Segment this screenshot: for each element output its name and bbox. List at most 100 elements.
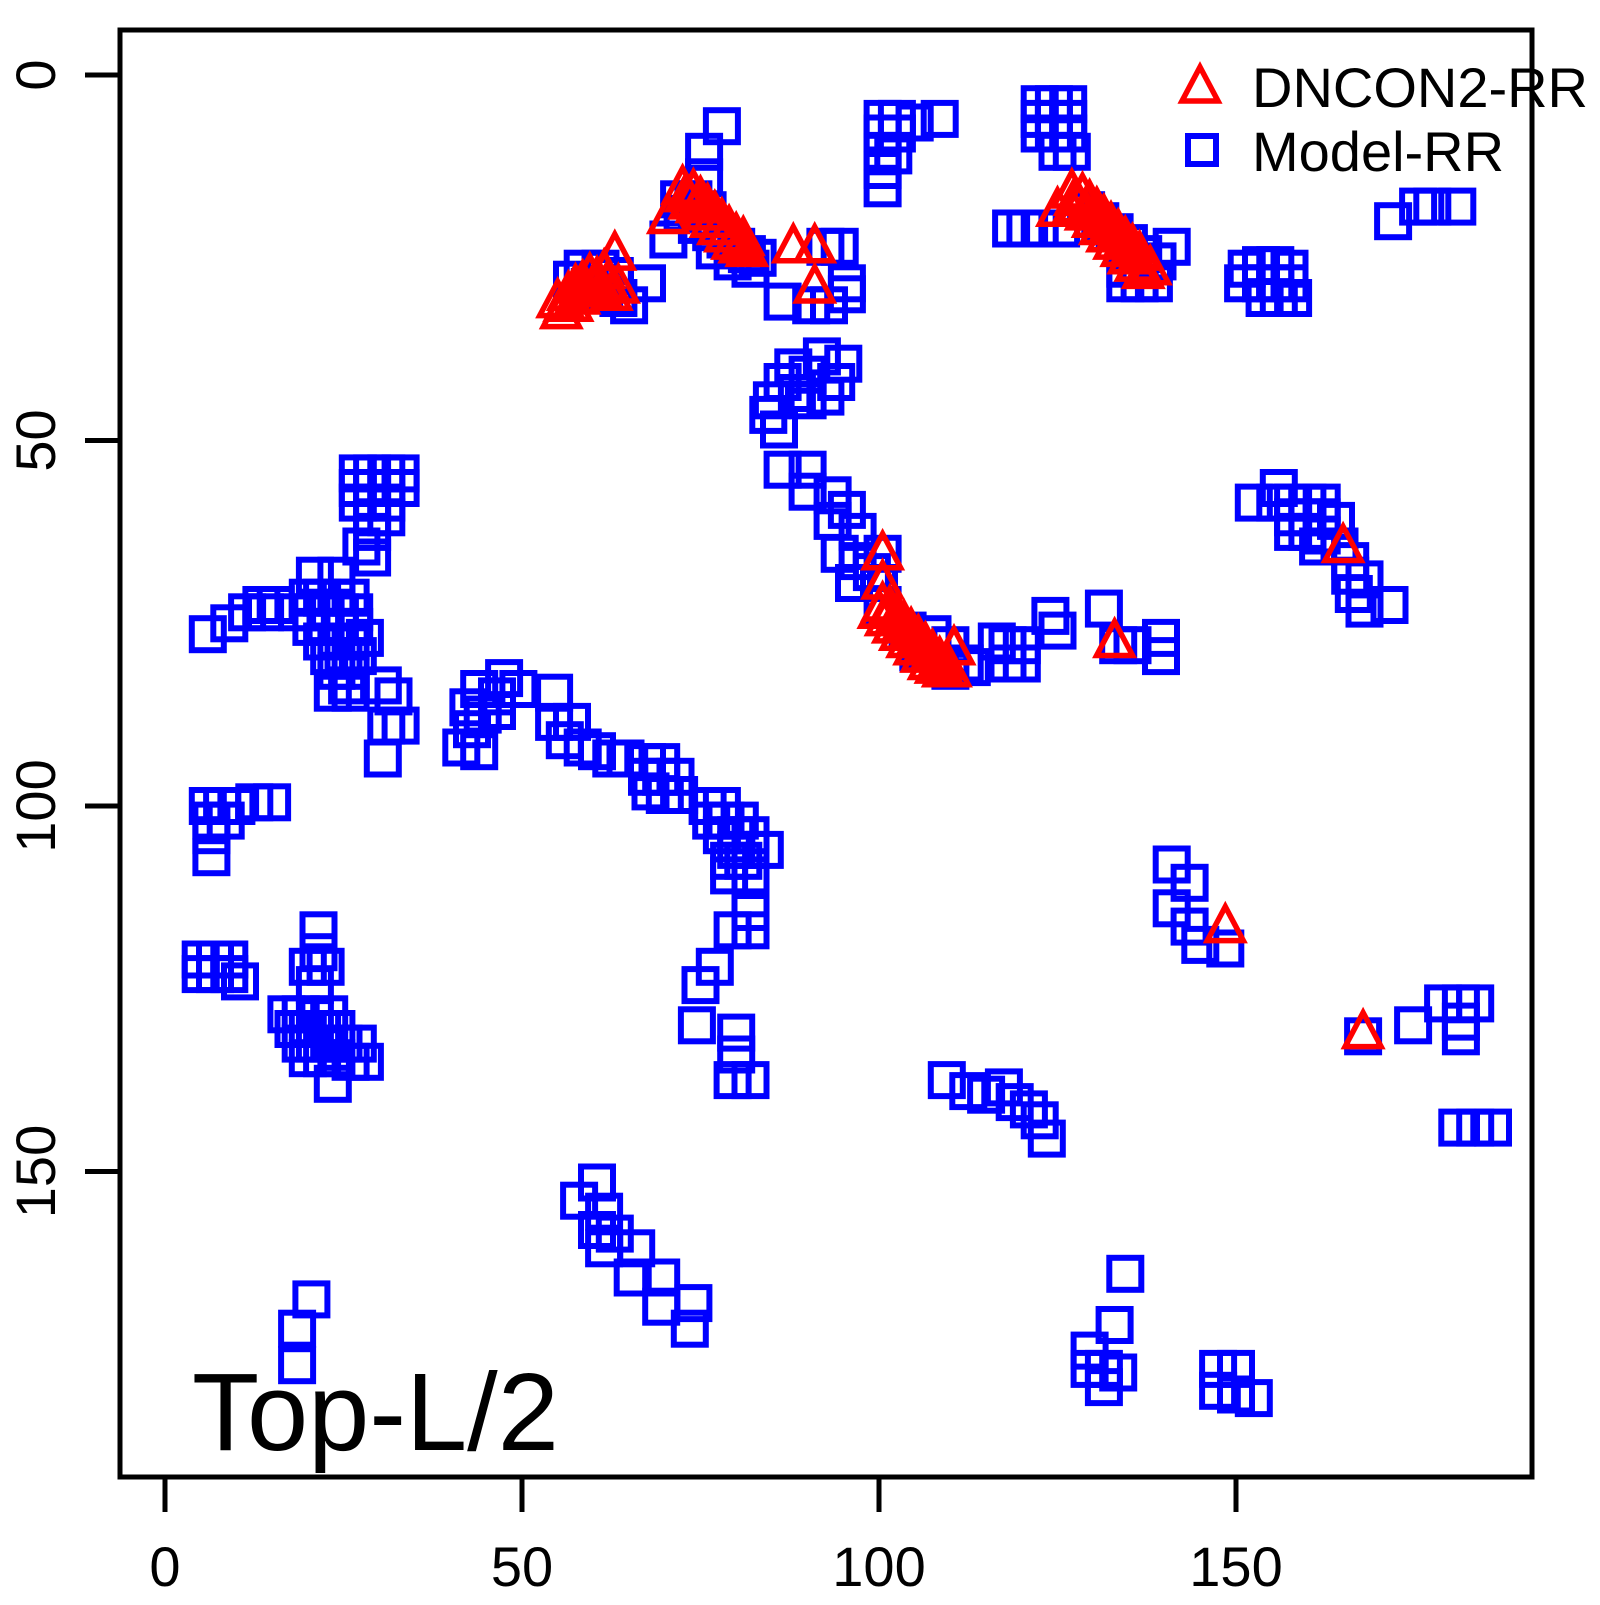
x-tick-label: 150: [1189, 1535, 1282, 1598]
data-point-square: [788, 450, 827, 489]
data-point-square: [1441, 1017, 1480, 1056]
data-point-square: [1106, 1254, 1145, 1293]
data-point-square: [1345, 589, 1384, 628]
data-point-square: [760, 410, 798, 449]
data-point-square: [677, 1006, 716, 1045]
data-point-triangle: [1127, 242, 1173, 286]
data-point-triangle: [1202, 900, 1248, 944]
data-point-triangle: [881, 597, 927, 641]
data-point-square: [313, 1064, 352, 1103]
data-point-square: [460, 732, 499, 771]
data-point-triangle: [1092, 615, 1138, 659]
data-point-triangle: [1120, 246, 1166, 290]
data-point-square: [1206, 929, 1245, 968]
data-point-square: [221, 962, 259, 1001]
data-point-square: [188, 615, 227, 654]
data-point-square: [685, 132, 724, 171]
data-point-square: [342, 527, 381, 566]
data-point-triangle: [1081, 191, 1127, 235]
data-point-square: [660, 776, 699, 814]
legend-label-model: Model-RR: [1252, 120, 1504, 183]
x-tick-label: 50: [491, 1535, 553, 1598]
data-point-triangle: [792, 220, 838, 264]
legend-square-icon: [1185, 133, 1219, 167]
data-point-square: [613, 1258, 652, 1297]
data-point-square: [1084, 589, 1123, 628]
data-point-triangle: [1095, 206, 1141, 249]
data-point-square: [628, 264, 666, 303]
data-point-square: [1038, 611, 1077, 650]
data-point-square: [295, 556, 334, 595]
data-point-square: [299, 911, 338, 950]
data-point-triangle: [699, 195, 745, 238]
data-point-triangle: [770, 220, 816, 264]
data-point-square: [920, 99, 959, 138]
data-point-square: [192, 816, 231, 855]
plot-box: [117, 27, 1535, 1480]
data-point-square: [1344, 1017, 1383, 1056]
model-rr-points: [181, 85, 1512, 1418]
data-point-triangle: [1340, 1006, 1386, 1050]
data-point-square: [345, 1042, 384, 1081]
data-point-square: [777, 374, 816, 412]
data-point-triangle: [927, 644, 973, 688]
data-point-square: [1027, 1119, 1066, 1158]
data-point-square: [731, 911, 770, 950]
data-point-square: [1002, 644, 1041, 683]
data-point-square: [1152, 227, 1191, 266]
y-tick-label: 100: [4, 759, 67, 852]
data-point-square: [1020, 209, 1059, 248]
data-point-triangle: [595, 261, 641, 304]
data-point-square: [710, 856, 749, 895]
legend-label-dncon2: DNCON2-RR: [1252, 56, 1588, 119]
data-point-square: [363, 666, 402, 705]
dncon2-rr-points: [535, 162, 1386, 1050]
data-point-triangle: [867, 582, 913, 626]
data-point-square: [499, 670, 538, 708]
data-point-triangle: [1109, 220, 1156, 264]
data-point-square: [1234, 1379, 1273, 1418]
data-point-square: [278, 1309, 317, 1348]
x-axis-ticks: 0 50 100 150: [149, 1477, 1283, 1598]
data-point-square: [192, 838, 231, 877]
y-axis-ticks: 0 50 100 150: [4, 59, 120, 1218]
data-point-square: [1394, 1006, 1433, 1045]
data-point-square: [1084, 1368, 1123, 1407]
x-tick-label: 100: [832, 1535, 925, 1598]
data-point-triangle: [1074, 184, 1120, 227]
legend-triangle-icon: [1177, 61, 1223, 104]
data-point-square: [278, 1346, 317, 1385]
data-point-square: [363, 739, 402, 778]
data-point-square: [1413, 187, 1452, 226]
data-point-square: [210, 955, 249, 994]
legend: DNCON2-RR Model-RR: [1177, 56, 1588, 183]
data-point-square: [1474, 1108, 1512, 1147]
corner-label: Top-L/2: [192, 1351, 559, 1474]
data-point-square: [1095, 1306, 1134, 1344]
data-point-square: [253, 783, 292, 822]
data-point-triangle: [724, 224, 770, 268]
data-point-square: [1234, 483, 1273, 522]
data-point-triangle: [874, 590, 920, 633]
data-point-triangle: [895, 612, 941, 655]
data-point-square: [717, 1013, 756, 1052]
data-point-square: [1113, 626, 1152, 665]
data-point-square: [788, 381, 827, 420]
data-point-square: [927, 1061, 966, 1100]
data-point-triangle: [670, 166, 716, 209]
data-point-triangle: [888, 604, 934, 648]
y-tick-label: 0: [4, 59, 67, 90]
data-point-triangle: [931, 622, 977, 666]
data-point-triangle: [1059, 169, 1106, 213]
data-point-triangle: [902, 619, 948, 662]
data-point-square: [353, 538, 392, 577]
y-tick-label: 150: [4, 1125, 67, 1218]
data-point-triangle: [1067, 177, 1113, 220]
data-point-triangle: [685, 180, 731, 224]
data-point-triangle: [1102, 213, 1148, 257]
data-point-square: [731, 1061, 770, 1100]
y-tick-label: 50: [4, 409, 67, 471]
x-tick-label: 0: [149, 1535, 180, 1598]
